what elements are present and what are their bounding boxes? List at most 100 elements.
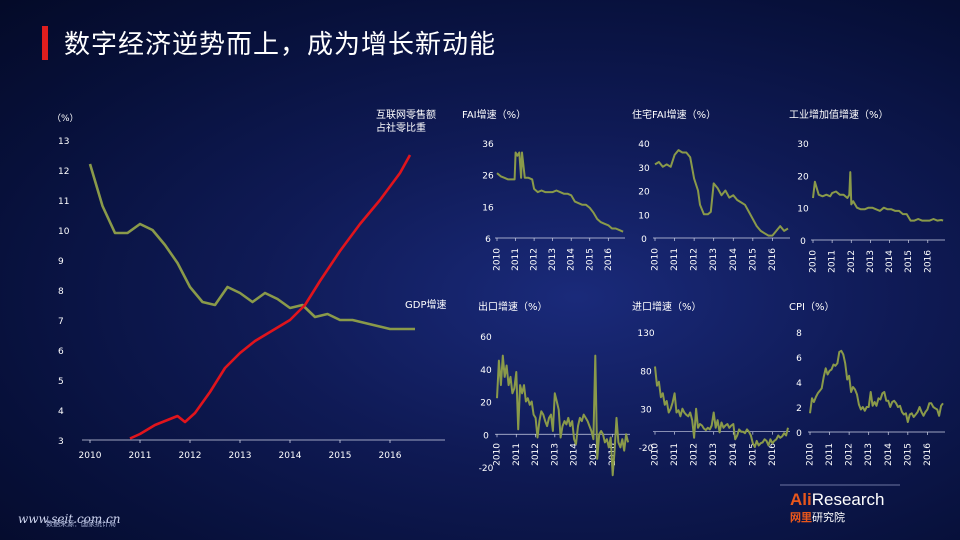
y-tick-label: 30	[797, 140, 809, 150]
series-line	[812, 171, 944, 222]
y-tick-label: 20	[480, 399, 492, 409]
y-tick-label: 4	[796, 379, 802, 389]
x-tick-label: 2010	[809, 250, 819, 273]
x-tick-label: 2016	[768, 248, 778, 271]
logo-divider	[780, 484, 900, 486]
y-tick-label: -20	[639, 444, 654, 454]
netshare-line	[129, 154, 412, 440]
series-line	[809, 349, 944, 423]
gdp-label: GDP增速	[405, 298, 446, 311]
chart-title: 工业增加值增速（%）	[789, 108, 889, 121]
x-tick-label: 2011	[670, 248, 680, 271]
main-y-tick-label: 13	[58, 137, 69, 147]
y-tick-label: 2	[796, 404, 802, 414]
main-x-tick-label: 2013	[229, 451, 252, 461]
y-tick-label: 0	[483, 431, 489, 441]
x-tick-label: 2013	[864, 443, 874, 466]
y-tick-label: 6	[485, 235, 491, 245]
x-tick-label: 2012	[690, 248, 700, 271]
y-tick-label: 10	[638, 211, 650, 221]
main-y-tick-label: 11	[58, 197, 69, 207]
x-tick-label: 2011	[512, 443, 522, 466]
y-tick-label: 26	[482, 172, 494, 182]
series-line	[654, 149, 789, 237]
y-tick-label: 6	[796, 354, 802, 364]
main-y-tick-label: 9	[58, 257, 64, 267]
series-line	[496, 354, 630, 477]
y-tick-label: 40	[638, 140, 650, 150]
y-tick-label: -20	[479, 464, 494, 474]
x-tick-label: 2016	[608, 443, 618, 466]
page-title: 数字经济逆势而上，成为增长新动能	[64, 30, 497, 60]
main-axes: 13 12 11 10 9 8 7 6 5 4 3 2010 2011 2012 2013 2014 2015 2…	[58, 137, 445, 461]
logo-cn-b: 研究院	[812, 511, 845, 524]
y-tick-label: 20	[797, 172, 809, 182]
main-x-tick-label: 2015	[329, 451, 352, 461]
x-tick-label: 2014	[885, 250, 895, 273]
x-tick-label: 2010	[493, 248, 503, 271]
x-tick-label: 2016	[768, 443, 778, 466]
main-y-tick-label: 12	[58, 167, 69, 177]
title-accent-bar	[42, 26, 48, 60]
y-tick-label: 60	[480, 333, 492, 343]
x-tick-label: 2015	[748, 248, 758, 271]
x-tick-label: 2011	[670, 443, 680, 466]
chart-cpi: CPI（%） 8 6 4 2 0 2010 2011 2012 2013 2014 2015 2016	[789, 301, 945, 466]
main-y-tick-label: 6	[58, 347, 64, 357]
chart-title: FAI增速（%）	[462, 108, 526, 121]
y-tick-label: 0	[800, 237, 806, 247]
x-tick-label: 2011	[825, 443, 835, 466]
x-tick-label: 2014	[567, 248, 577, 271]
y-tick-label: 10	[797, 205, 809, 215]
netshare-label-line1: 互联网零售额	[376, 108, 436, 121]
main-x-tick-label: 2016	[379, 451, 402, 461]
logo-cn-a: 网里	[790, 511, 812, 524]
main-x-tick-label: 2012	[179, 451, 202, 461]
x-tick-label: 2012	[690, 443, 700, 466]
y-tick-label: 20	[638, 188, 650, 198]
main-y-tick-label: 3	[58, 437, 64, 447]
netshare-label-line2: 占社零比重	[376, 121, 426, 134]
series-line	[654, 366, 789, 448]
chart-title: 出口增速（%）	[478, 300, 548, 313]
x-tick-label: 2012	[531, 443, 541, 466]
y-tick-label: 16	[482, 203, 494, 213]
y-tick-label: 0	[641, 235, 647, 245]
main-x-tick-label: 2010	[79, 451, 102, 461]
main-y-tick-label: 7	[58, 317, 64, 327]
x-tick-label: 2014	[884, 443, 894, 466]
x-tick-label: 2013	[866, 250, 876, 273]
x-tick-label: 2013	[548, 248, 558, 271]
x-tick-label: 2013	[709, 248, 719, 271]
series-line	[496, 151, 624, 233]
x-tick-label: 2015	[589, 443, 599, 466]
footer-website: www.seit.com.cn	[18, 512, 121, 526]
x-tick-label: 2010	[806, 443, 816, 466]
main-x-tick-label: 2014	[279, 451, 302, 461]
main-y-tick-label: 4	[58, 407, 64, 417]
logo-latin: AliResearch	[790, 490, 885, 510]
main-y-tick-label: 5	[58, 377, 64, 387]
x-tick-label: 2015	[585, 248, 595, 271]
main-y-tick-label: 8	[58, 287, 64, 297]
x-tick-label: 2015	[903, 443, 913, 466]
x-tick-label: 2014	[729, 443, 739, 466]
x-tick-label: 2016	[923, 443, 933, 466]
logo-research: Research	[811, 490, 885, 509]
y-tick-label: 36	[482, 140, 494, 150]
aliresearch-logo: AliResearch 网里研究院	[790, 490, 900, 526]
chart-title: 进口增速（%）	[632, 300, 702, 313]
x-tick-label: 2011	[511, 248, 521, 271]
x-tick-label: 2012	[530, 248, 540, 271]
x-tick-label: 2015	[904, 250, 914, 273]
y-tick-label: 130	[637, 329, 654, 339]
x-tick-label: 2010	[493, 443, 503, 466]
x-tick-label: 2016	[923, 250, 933, 273]
chart-title: 住宅FAI增速（%）	[632, 108, 716, 121]
